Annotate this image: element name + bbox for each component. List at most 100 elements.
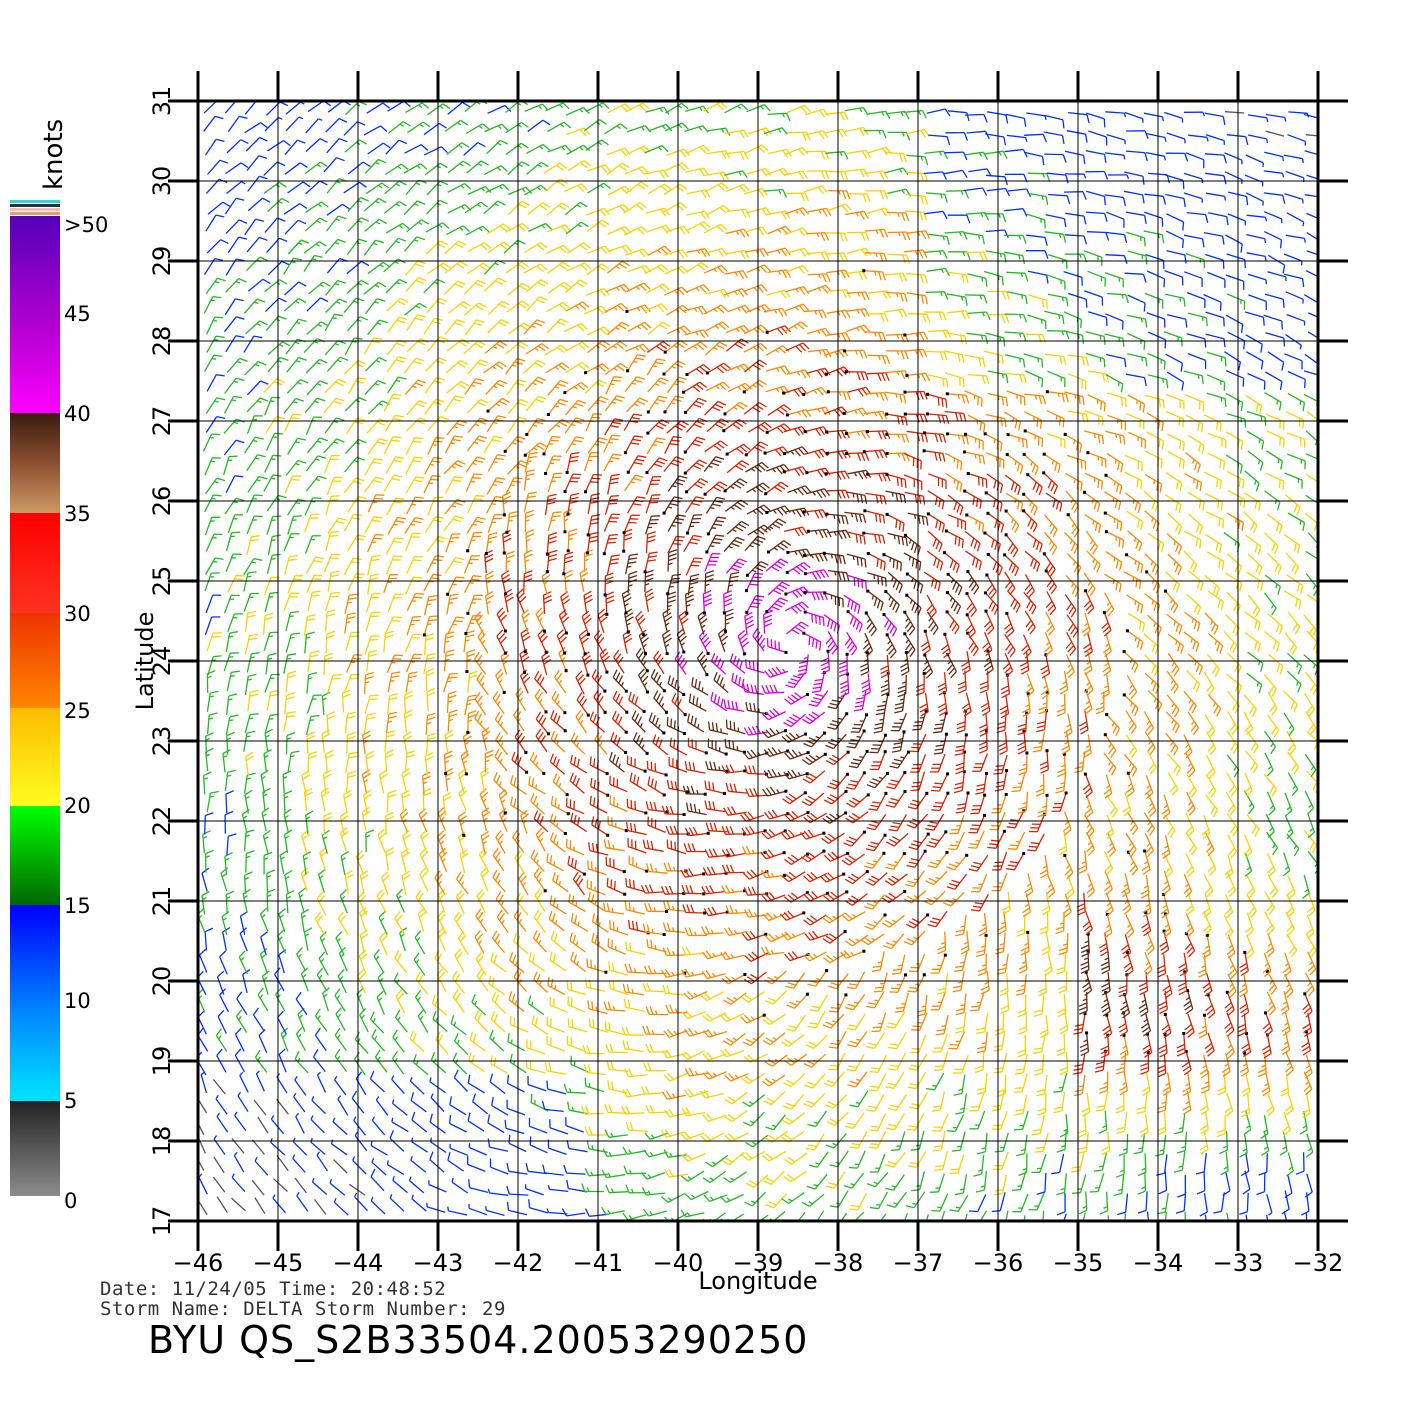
wind-barb: [843, 408, 868, 416]
wind-barb: [486, 592, 494, 615]
x-tick-label: −46: [173, 1249, 224, 1277]
wind-barb: [1146, 153, 1165, 161]
wind-barb: [1045, 632, 1053, 655]
wind-barb: [705, 781, 726, 795]
wind-barb: [326, 299, 347, 313]
wind-barb: [1227, 554, 1241, 575]
wind-barb: [1087, 232, 1109, 241]
wind-barb: [705, 571, 714, 593]
wind-barb: [727, 305, 750, 313]
wind-barb: [904, 931, 925, 945]
wind-barb: [532, 1015, 548, 1034]
wind-barb: [1105, 871, 1113, 894]
wind-barb: [284, 204, 307, 215]
wind-barb: [707, 206, 730, 215]
wind-barb: [305, 632, 315, 653]
wind-barb: [744, 343, 767, 352]
wind-barb: [446, 360, 468, 373]
wind-barb: [1148, 533, 1164, 552]
wind-barb: [306, 360, 327, 374]
wind-barb: [954, 952, 967, 972]
wind-barb: [869, 1131, 886, 1148]
wind-barb: [267, 102, 288, 115]
wind-barb: [885, 392, 906, 403]
wind-barb: [338, 912, 348, 935]
wind-barb: [1167, 671, 1178, 694]
wind-barb: [1264, 774, 1276, 796]
wind-barb: [785, 693, 810, 705]
wind-barb: [987, 553, 1003, 575]
wind-barb: [279, 909, 286, 932]
wind-barb: [1268, 875, 1277, 898]
wind-barb: [247, 237, 267, 252]
wind-barb: [1264, 193, 1285, 204]
wind-barb: [1246, 193, 1263, 206]
wind-barb: [787, 370, 810, 378]
wind-barb: [931, 792, 949, 811]
wind-barb: [623, 515, 640, 534]
wind-barb: [1284, 713, 1294, 736]
wind-barb: [643, 840, 663, 852]
wind-barb: [1053, 1073, 1066, 1092]
wind-barb: [345, 514, 363, 531]
wind-barb: [743, 846, 767, 854]
wind-barb: [607, 322, 629, 335]
wind-barb: [1204, 415, 1221, 432]
wind-barb: [497, 910, 508, 933]
wind-barb: [567, 529, 577, 552]
wind-barb: [525, 377, 546, 391]
wind-barb: [345, 397, 366, 411]
wind-barb: [921, 630, 930, 655]
wind-barb: [550, 952, 566, 971]
wind-barb: [886, 371, 909, 379]
wind-barb: [491, 1012, 505, 1033]
y-tick-label: 31: [148, 86, 176, 117]
wind-barb: [225, 595, 240, 613]
wind-barb: [228, 515, 243, 533]
wind-barb: [884, 309, 907, 317]
wind-barb: [425, 399, 445, 414]
wind-barb: [867, 1173, 888, 1187]
wind-barb: [1116, 1213, 1125, 1235]
wind-barb: [1015, 1095, 1027, 1115]
wind-barb: [561, 592, 570, 615]
wind-barb: [1105, 474, 1122, 494]
wind-barb: [1138, 1153, 1146, 1175]
wind-barb: [1306, 574, 1318, 596]
wind-barb: [234, 1152, 243, 1172]
wind-barb: [948, 1031, 964, 1048]
wind-barb: [407, 594, 424, 611]
wind-barb: [247, 455, 266, 471]
y-axis-label: Latitude: [131, 612, 159, 711]
wind-barb: [245, 362, 266, 375]
wind-barb: [643, 1026, 665, 1035]
wind-barb: [1206, 512, 1223, 528]
wind-barb: [1248, 374, 1265, 390]
wind-barb: [955, 1094, 966, 1115]
wind-barb: [664, 1073, 687, 1081]
wind-barb: [1179, 953, 1188, 976]
wind-barb: [681, 1051, 704, 1060]
wind-barb: [1265, 731, 1276, 754]
wind-barb: [626, 554, 638, 574]
wind-barb: [201, 1072, 206, 1093]
y-tick-label: 26: [148, 486, 176, 517]
x-tick-label: −38: [813, 1249, 864, 1277]
wind-barb: [609, 962, 628, 975]
wind-barb: [484, 201, 506, 214]
wind-barb: [702, 885, 725, 894]
wind-barb: [348, 574, 365, 591]
wind-barb: [255, 1198, 265, 1214]
wind-barb: [1128, 395, 1145, 412]
wind-barb: [1222, 1053, 1230, 1076]
wind-barb: [1168, 772, 1177, 795]
wind-barb: [328, 675, 342, 694]
wind-barb: [785, 322, 808, 332]
wind-barb: [1288, 875, 1296, 898]
wind-barb: [938, 672, 947, 695]
wind-barb: [1125, 754, 1137, 776]
wind-barb: [1020, 651, 1028, 674]
wind-barb: [594, 690, 607, 714]
wind-barb: [805, 131, 828, 139]
wind-barb: [1119, 1134, 1128, 1156]
